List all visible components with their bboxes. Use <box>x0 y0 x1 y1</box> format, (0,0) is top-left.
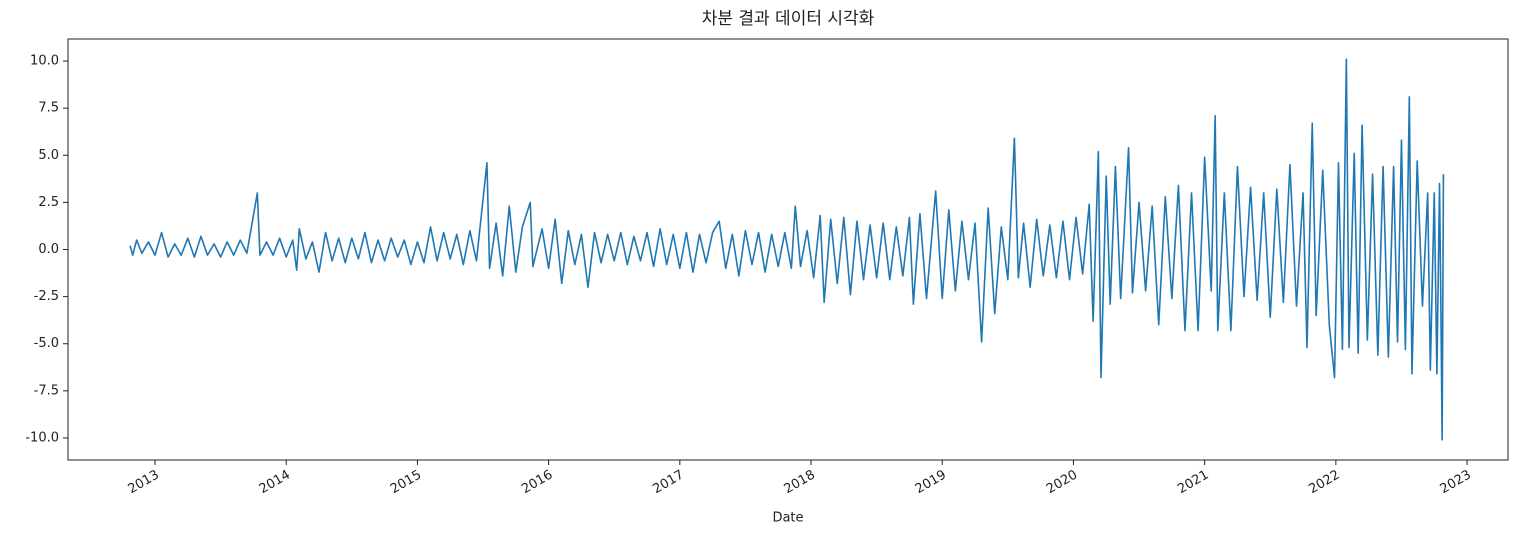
y-tick-label: 2.5 <box>38 195 59 210</box>
x-tick-label: 2019 <box>913 468 949 498</box>
y-tick-label: -5.0 <box>34 336 59 351</box>
y-tick-label: 5.0 <box>38 148 59 163</box>
x-tick-label: 2013 <box>126 468 162 498</box>
x-axis-label: Date <box>772 511 803 526</box>
chart-title: 차분 결과 데이터 시각화 <box>702 9 875 29</box>
x-tick-label: 2017 <box>650 468 686 498</box>
y-tick-label: -7.5 <box>34 383 59 398</box>
y-tick-label: 7.5 <box>38 101 59 116</box>
x-tick-label: 2018 <box>782 468 818 498</box>
x-tick-label: 2023 <box>1438 468 1474 498</box>
y-tick-label: -10.0 <box>25 430 59 445</box>
y-tick-label: 0.0 <box>38 242 59 257</box>
series-line <box>129 58 1445 441</box>
y-tick-label: -2.5 <box>34 289 59 304</box>
x-tick-label: 2014 <box>257 468 293 498</box>
x-tick-label: 2020 <box>1044 468 1080 498</box>
x-tick-label: 2016 <box>519 468 555 498</box>
x-tick-label: 2022 <box>1306 468 1342 498</box>
plot-frame <box>67 38 1509 461</box>
x-tick-label: 2021 <box>1175 468 1211 498</box>
y-tick-label: 10.0 <box>30 54 59 69</box>
x-tick-label: 2015 <box>388 468 424 498</box>
